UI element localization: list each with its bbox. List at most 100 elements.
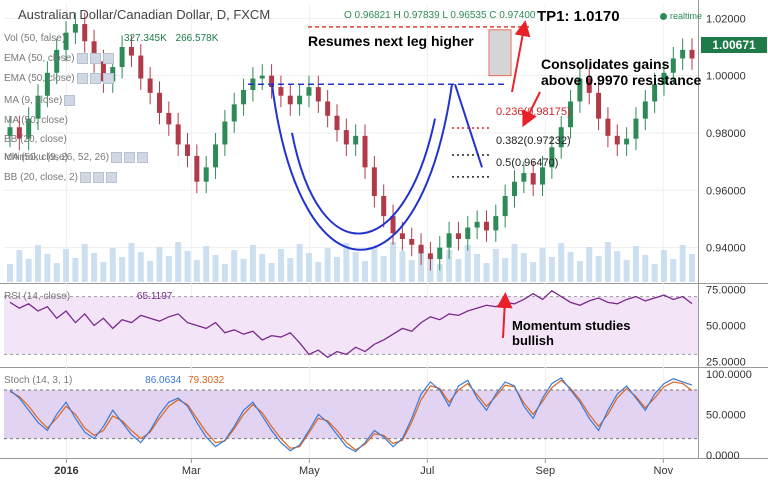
volume-bar <box>642 255 649 282</box>
candle-body <box>100 61 106 82</box>
indicator-vol-label: Vol (50, false) <box>4 33 66 44</box>
volume-bar <box>474 254 481 282</box>
volume-bar <box>175 242 182 282</box>
indicator-ma-3[interactable]: MA (50, close) <box>4 152 68 163</box>
indicator-ichimoku[interactable]: Ichimoku (9, 26, 52, 26) <box>4 152 149 163</box>
candle-body <box>455 233 461 240</box>
candle-body <box>596 92 602 119</box>
annotation-tp: TP1: 1.0170 <box>537 8 620 25</box>
indicator-ema-1[interactable]: EMA (50, close) <box>4 53 114 64</box>
candle-body <box>521 173 527 182</box>
rsi-legend[interactable]: RSI (14, close) 65.1197 <box>4 291 172 302</box>
close-icon[interactable] <box>102 53 114 64</box>
volume-bar <box>72 258 79 282</box>
settings-icon[interactable] <box>89 73 101 84</box>
candle-body <box>185 144 191 156</box>
volume-bar <box>240 259 247 282</box>
candle-body <box>91 41 97 62</box>
volume-bar <box>390 242 397 282</box>
eye-icon[interactable] <box>79 172 91 183</box>
volume-bar <box>446 250 453 282</box>
candle-body <box>213 144 219 168</box>
volume-bar <box>7 264 13 282</box>
candle-body <box>259 75 265 79</box>
ohlc-readout: O 0.96821 H 0.97839 L 0.96535 C 0.97400 <box>344 10 536 21</box>
eye-icon[interactable] <box>64 95 76 106</box>
volume-bar <box>595 256 602 282</box>
price-tick-label: 0.96000 <box>706 185 746 197</box>
volume-bar <box>371 247 378 282</box>
consolidation-arrow <box>522 91 541 128</box>
volume-bar <box>221 264 228 282</box>
x-tick-label: May <box>299 465 320 477</box>
candle-body <box>353 135 359 145</box>
settings-icon[interactable] <box>89 53 101 64</box>
indicator-label: EMA (50, close) <box>4 73 75 85</box>
x-tick-label: Nov <box>654 465 674 477</box>
volume-bar <box>530 262 537 282</box>
candle-body <box>362 135 368 168</box>
eye-icon[interactable] <box>76 53 88 64</box>
candle-body <box>16 127 22 139</box>
volume-bar <box>333 257 340 282</box>
candle-body <box>44 72 50 96</box>
volume-bar <box>53 263 60 282</box>
volume-bar <box>259 254 266 282</box>
indicator-ma-1[interactable]: MA (9, close) <box>4 95 76 107</box>
volume-bar <box>670 259 677 282</box>
close-icon[interactable] <box>102 73 114 84</box>
volume-bar <box>689 254 695 282</box>
volume-bar <box>63 249 70 282</box>
settings-icon[interactable] <box>92 172 104 183</box>
candle-body <box>614 135 620 145</box>
candle-body <box>511 181 517 197</box>
volume-bar <box>464 245 471 282</box>
realtime-label: realtime <box>670 11 703 21</box>
indicator-vol[interactable]: Vol (50, false) 327.345K 266.578K <box>4 33 218 44</box>
candle-body <box>119 46 125 68</box>
candle-body <box>568 101 574 128</box>
candle-body <box>427 253 433 260</box>
stoch-legend[interactable]: Stoch (14, 3, 1) 86.0634 79.3032 <box>4 375 224 386</box>
candle-body <box>63 32 69 50</box>
indicator-label: BB (20, close, 2) <box>4 172 78 184</box>
volume-bar <box>305 253 312 282</box>
indicator-ma-2[interactable]: MA (50, close) <box>4 115 68 126</box>
eye-icon[interactable] <box>76 73 88 84</box>
indicator-bb-2[interactable]: BB (20, close, 2) <box>4 172 117 183</box>
rsi-value: 65.1197 <box>136 291 173 302</box>
volume-bar <box>156 247 163 282</box>
volume-bar <box>287 258 294 282</box>
rsi-label: RSI (14, close) <box>4 291 71 302</box>
volume-bar <box>558 243 565 282</box>
candle-body <box>540 167 546 185</box>
rsi-chart <box>4 289 698 359</box>
eye-icon[interactable] <box>111 152 123 163</box>
candle-body <box>586 78 592 93</box>
stoch-tick-label: 50.0000 <box>706 409 746 421</box>
candle-body <box>652 84 658 102</box>
volume-bar <box>137 252 144 282</box>
settings-icon[interactable] <box>124 152 136 163</box>
indicator-ema-2[interactable]: EMA (50, close) <box>4 73 114 84</box>
candle-body <box>465 227 471 240</box>
volume-bar <box>623 260 630 282</box>
stoch-value-d: 79.3032 <box>188 375 225 386</box>
annotation-resumes: Resumes next leg higher <box>308 33 474 49</box>
candle-body <box>7 127 13 136</box>
close-icon[interactable] <box>105 172 117 183</box>
indicator-bb-1[interactable]: BB (20, close) <box>4 134 67 145</box>
chart-title: Australian Dollar/Canadian Dollar, D, FX… <box>18 7 271 22</box>
candle-body <box>278 87 284 96</box>
indicator-label: MA (9, close) <box>4 95 63 107</box>
cup-and-handle-pattern <box>271 83 483 251</box>
close-icon[interactable] <box>137 152 149 163</box>
candle-body <box>558 127 564 148</box>
current-price-tag: 1.00671 <box>701 37 767 53</box>
candle-body <box>530 173 536 185</box>
volume-bar <box>520 253 527 282</box>
breakout-highlight <box>488 29 512 77</box>
volume-bar <box>614 251 621 282</box>
x-tick-label: Sep <box>536 465 556 477</box>
